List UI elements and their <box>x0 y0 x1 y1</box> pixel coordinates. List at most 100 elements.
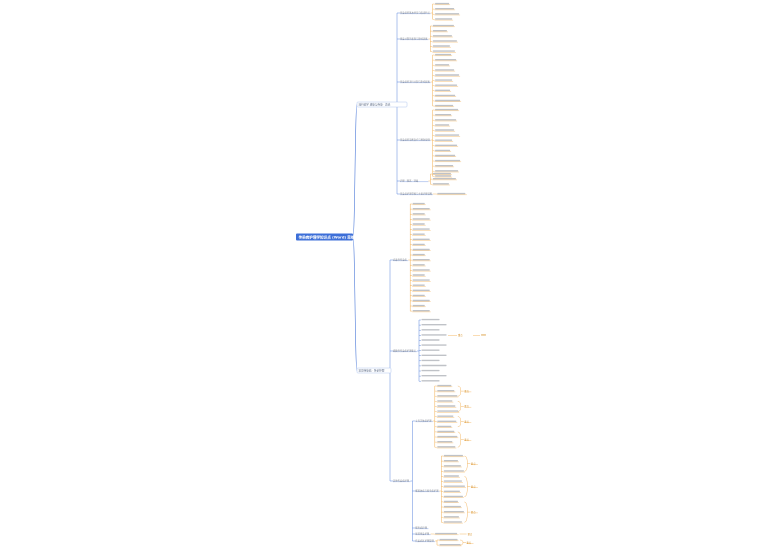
leaf-text <box>435 99 461 102</box>
leaf-text <box>437 425 452 428</box>
leaf-text <box>412 289 430 291</box>
leaf-text <box>437 410 459 412</box>
tag-text <box>481 334 486 336</box>
tag-label: 要点 <box>464 420 469 424</box>
leaf-text <box>421 349 440 351</box>
brace <box>464 501 468 523</box>
leaf-text <box>443 480 462 482</box>
leaf-text <box>412 253 425 256</box>
leaf-text <box>412 310 430 312</box>
brace <box>457 385 462 397</box>
leaf-text <box>437 441 453 443</box>
leaf-text <box>412 274 425 276</box>
leaf-text <box>412 202 425 205</box>
leaf-text <box>435 175 452 177</box>
leaf-text <box>435 84 458 86</box>
branch-b-node[interactable] <box>356 367 392 374</box>
branch-a-child-2: 感染过程的表现与影响因素 <box>400 37 428 41</box>
leaf-text <box>421 354 447 356</box>
tag-label: 要点 <box>471 484 476 488</box>
leaf-text <box>435 64 450 66</box>
tag-label: 要点 <box>468 532 473 536</box>
branch-a-child-6: 传染病护理常规与主要护理诊断 <box>400 192 433 196</box>
brace <box>464 455 468 472</box>
leaf-text <box>437 435 458 438</box>
leaf-text <box>443 500 458 503</box>
branch-a-child-1: 传染病的基本特征与临床特点 <box>400 11 431 15</box>
leaf-text <box>435 154 456 157</box>
leaf-text <box>437 400 453 402</box>
leaf-text <box>435 69 455 71</box>
leaf-text <box>435 532 458 535</box>
leaf-text <box>437 446 456 448</box>
leaf-text <box>412 264 425 266</box>
leaf-text <box>435 108 459 111</box>
leaf-text <box>421 375 447 377</box>
leaf-text <box>421 324 447 326</box>
leaf-text <box>443 511 464 513</box>
leaf-text <box>437 192 466 195</box>
leaf-text <box>435 134 460 136</box>
leaf-text <box>435 79 453 81</box>
leaf-text <box>439 538 458 541</box>
tag-label: 要点 <box>464 389 469 393</box>
leaf-text <box>437 430 455 433</box>
leaf-text <box>432 24 454 27</box>
leaf-text <box>437 395 458 397</box>
leaf-text <box>435 159 461 162</box>
leaf-text <box>443 516 459 518</box>
leaf-text <box>443 521 462 523</box>
leaf-text <box>443 454 463 457</box>
leaf-text <box>443 505 461 508</box>
group-3: 蠕虫病护理 <box>415 526 427 530</box>
leaf-text <box>421 318 440 321</box>
leaf-text <box>432 178 456 180</box>
leaf-text <box>412 233 425 235</box>
tag-label: 要点 <box>467 540 472 544</box>
leaf-text <box>443 460 458 462</box>
leaf-text <box>432 40 457 42</box>
leaf-text <box>432 30 447 32</box>
leaf-text <box>435 170 459 172</box>
leaf-text <box>439 544 461 546</box>
root-to-branch-b <box>352 236 358 371</box>
branch-b-child-3: 其他传染病护理 <box>393 479 410 483</box>
leaf-text <box>437 390 455 392</box>
tag-label: 要点 <box>471 510 476 514</box>
leaf-text <box>435 8 455 10</box>
leaf-text <box>443 465 461 467</box>
leaf-text <box>432 35 452 37</box>
leaf-text <box>412 238 430 240</box>
leaf-text <box>421 359 440 362</box>
leaf-text <box>412 243 425 246</box>
leaf-text <box>421 369 440 372</box>
leaf-text <box>435 13 460 15</box>
leaf-text <box>412 218 430 220</box>
brace <box>457 431 462 448</box>
tag-label: 要点 <box>464 437 469 441</box>
branch-a-node[interactable] <box>356 101 408 108</box>
branch-a-child-4: 传染病的诊断治疗与预防原则 <box>400 138 431 142</box>
leaf-text <box>435 119 457 121</box>
leaf-text <box>435 2 450 5</box>
leaf-text <box>437 384 452 387</box>
leaf-text <box>437 420 457 422</box>
leaf-text <box>412 248 430 251</box>
leaf-text <box>437 415 454 417</box>
leaf-text <box>421 380 440 382</box>
brace <box>457 416 462 427</box>
tag-label: 重点 <box>458 333 463 337</box>
leaf-text <box>412 269 430 271</box>
leaf-text <box>443 485 465 487</box>
leaf-text <box>437 405 456 407</box>
leaf-text <box>421 344 447 346</box>
leaf-text <box>435 94 456 97</box>
group-5: 传染病区护理管理 <box>415 539 434 543</box>
leaf-text <box>443 470 464 472</box>
leaf-text <box>421 339 440 341</box>
leaf-text <box>432 45 450 47</box>
leaf-text <box>443 475 459 477</box>
root-node[interactable] <box>296 233 353 241</box>
leaf-text <box>432 183 449 185</box>
leaf-text <box>412 228 430 230</box>
